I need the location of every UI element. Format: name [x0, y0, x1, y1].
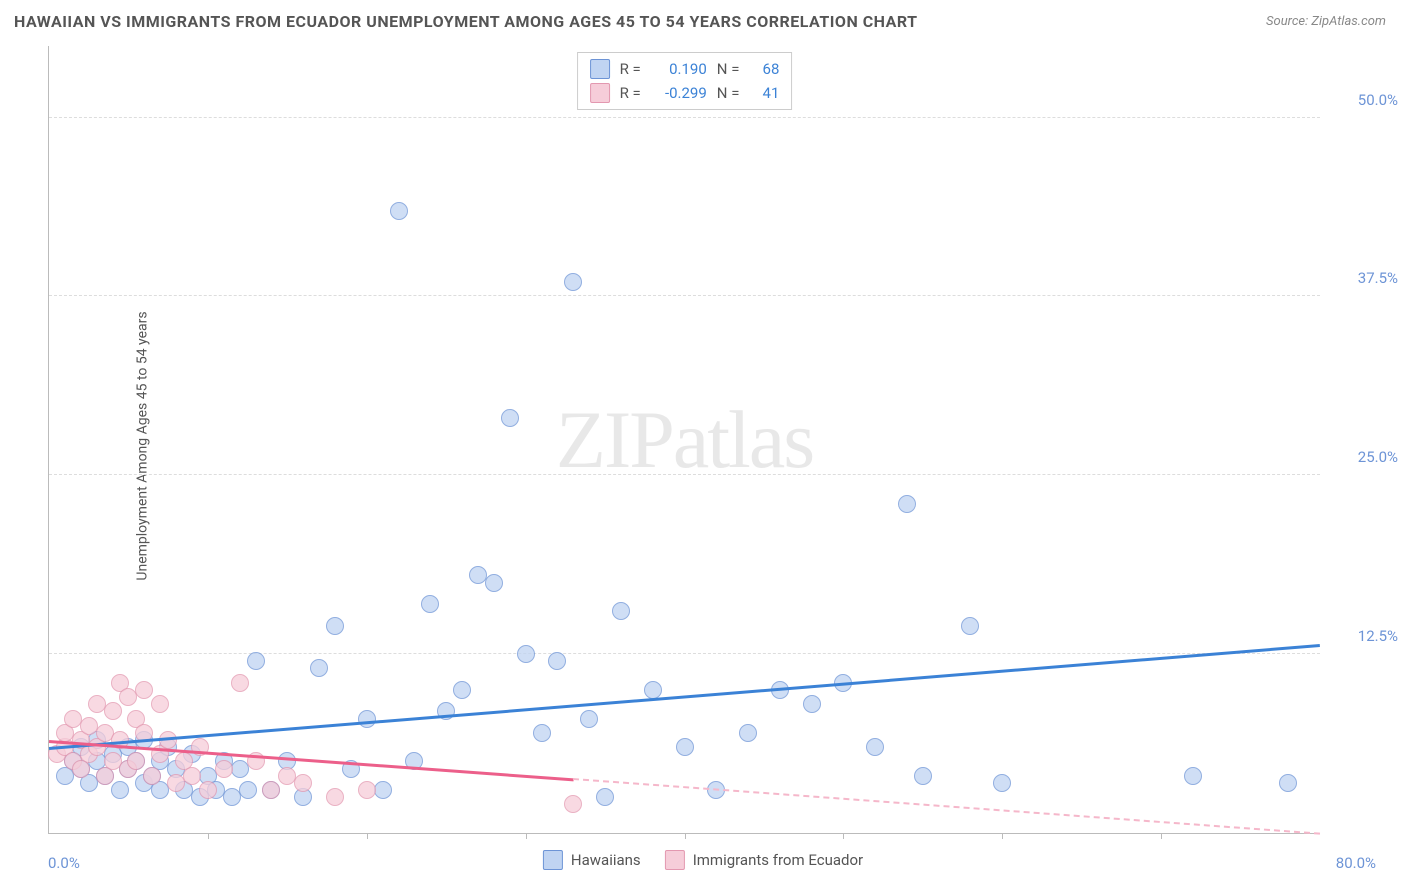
y-tick-label: 25.0%	[1358, 448, 1398, 466]
data-point	[612, 602, 630, 620]
data-point	[231, 674, 249, 692]
chart-title: HAWAIIAN VS IMMIGRANTS FROM ECUADOR UNEM…	[14, 12, 918, 31]
gridline-horizontal	[49, 117, 1320, 118]
legend-swatch	[590, 59, 610, 79]
regression-line	[573, 778, 1320, 835]
x-tick	[1002, 833, 1003, 839]
stats-box: R = 0.190 N = 68 R = -0.299 N = 41	[577, 52, 793, 110]
r-label: R =	[620, 81, 641, 105]
x-axis-min-label: 0.0%	[48, 854, 80, 872]
n-value: 68	[749, 57, 779, 81]
x-tick	[367, 833, 368, 839]
data-point	[739, 724, 757, 742]
legend-swatch	[665, 850, 685, 870]
legend-item: Hawaiians	[543, 850, 641, 870]
data-point	[961, 617, 979, 635]
data-point	[151, 695, 169, 713]
data-point	[294, 774, 312, 792]
y-tick-label: 50.0%	[1358, 91, 1398, 109]
data-point	[199, 781, 217, 799]
y-tick-label: 12.5%	[1358, 627, 1398, 645]
data-point	[111, 781, 129, 799]
gridline-horizontal	[49, 653, 1320, 654]
r-label: R =	[620, 57, 641, 81]
stats-row: R = -0.299 N = 41	[590, 81, 780, 105]
data-point	[247, 652, 265, 670]
data-point	[564, 795, 582, 813]
x-tick	[1161, 833, 1162, 839]
stats-row: R = 0.190 N = 68	[590, 57, 780, 81]
data-point	[215, 760, 233, 778]
data-point	[127, 752, 145, 770]
x-tick	[526, 833, 527, 839]
watermark: ZIPatlas	[556, 393, 813, 487]
legend: Hawaiians Immigrants from Ecuador	[543, 850, 863, 870]
data-point	[898, 495, 916, 513]
gridline-horizontal	[49, 474, 1320, 475]
legend-item: Immigrants from Ecuador	[665, 850, 863, 870]
legend-label: Immigrants from Ecuador	[693, 851, 863, 869]
r-value: -0.299	[651, 81, 707, 105]
data-point	[239, 781, 257, 799]
data-point	[533, 724, 551, 742]
data-point	[310, 659, 328, 677]
data-point	[914, 767, 932, 785]
data-point	[143, 767, 161, 785]
x-tick	[843, 833, 844, 839]
source-attribution: Source: ZipAtlas.com	[1266, 14, 1386, 29]
data-point	[326, 617, 344, 635]
n-value: 41	[749, 81, 779, 105]
data-point	[993, 774, 1011, 792]
data-point	[262, 781, 280, 799]
n-label: N =	[717, 57, 740, 81]
data-point	[517, 645, 535, 663]
plot-area: ZIPatlas R =0.190N =68R =-0.299N =41 12.…	[48, 46, 1320, 834]
data-point	[1184, 767, 1202, 785]
data-point	[676, 738, 694, 756]
legend-swatch	[543, 850, 563, 870]
data-point	[644, 681, 662, 699]
data-point	[374, 781, 392, 799]
data-point	[866, 738, 884, 756]
data-point	[421, 595, 439, 613]
n-label: N =	[717, 81, 740, 105]
x-axis-max-label: 80.0%	[1336, 854, 1376, 872]
data-point	[548, 652, 566, 670]
data-point	[803, 695, 821, 713]
data-point	[183, 767, 201, 785]
data-point	[135, 681, 153, 699]
legend-label: Hawaiians	[571, 851, 641, 869]
data-point	[501, 409, 519, 427]
data-point	[596, 788, 614, 806]
data-point	[390, 202, 408, 220]
data-point	[358, 781, 376, 799]
y-tick-label: 37.5%	[1358, 269, 1398, 287]
data-point	[580, 710, 598, 728]
data-point	[358, 710, 376, 728]
gridline-horizontal	[49, 295, 1320, 296]
data-point	[1279, 774, 1297, 792]
data-point	[104, 702, 122, 720]
legend-swatch	[590, 83, 610, 103]
data-point	[326, 788, 344, 806]
x-tick	[685, 833, 686, 839]
regression-line	[49, 644, 1320, 750]
data-point	[453, 681, 471, 699]
x-tick	[208, 833, 209, 839]
data-point	[485, 574, 503, 592]
r-value: 0.190	[651, 57, 707, 81]
data-point	[564, 273, 582, 291]
